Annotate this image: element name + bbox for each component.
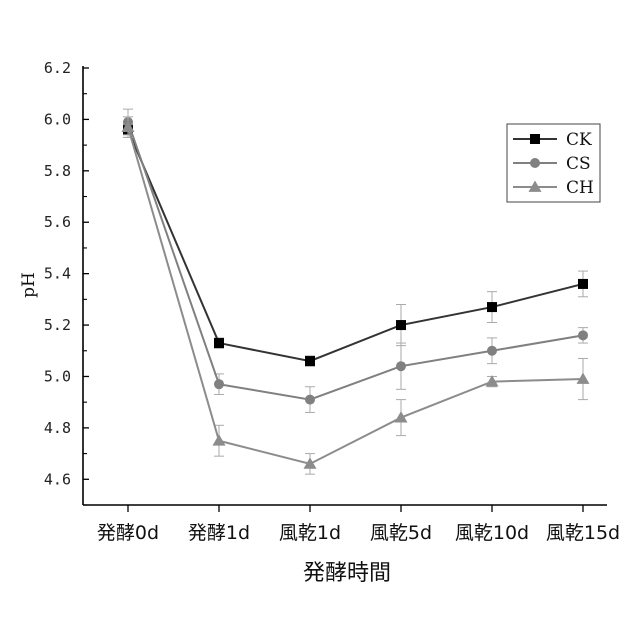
legend-label: CH [566,178,594,198]
y-tick-label: 6.2 [44,59,71,77]
y-tick-label: 5.0 [44,367,71,385]
data-point [214,379,224,389]
y-tick-label: 4.8 [44,419,71,437]
x-tick-label: 発酵0d [97,522,159,544]
x-tick-label: 発酵1d [188,522,250,544]
legend: CK CS CH [507,124,600,202]
y-tick-label: 4.6 [44,470,71,488]
y-tick-label: 5.8 [44,162,71,180]
data-point [578,330,588,340]
data-point [578,279,588,289]
data-point [530,158,540,168]
y-tick-label: 5.2 [44,316,71,334]
data-point [213,434,226,445]
data-point [487,302,497,312]
data-point [214,338,224,348]
y-tick-label: 5.6 [44,213,71,231]
legend-label: CK [566,130,592,150]
legend-label: CS [566,154,591,174]
data-point [396,361,406,371]
data-point [396,320,406,330]
data-point [530,134,540,144]
y-tick-label: 6.0 [44,110,71,128]
y-axis-title: pH [19,272,39,298]
data-point [305,356,315,366]
x-tick-label: 風乾5d [370,522,432,544]
data-point [487,346,497,356]
x-tick-label: 風乾10d [455,522,529,544]
x-axis-title: 発酵時間 [303,561,391,586]
y-tick-label: 5.4 [44,265,71,283]
x-tick-label: 風乾15d [546,522,620,544]
data-point [305,395,315,405]
x-tick-label: 風乾1d [279,522,341,544]
